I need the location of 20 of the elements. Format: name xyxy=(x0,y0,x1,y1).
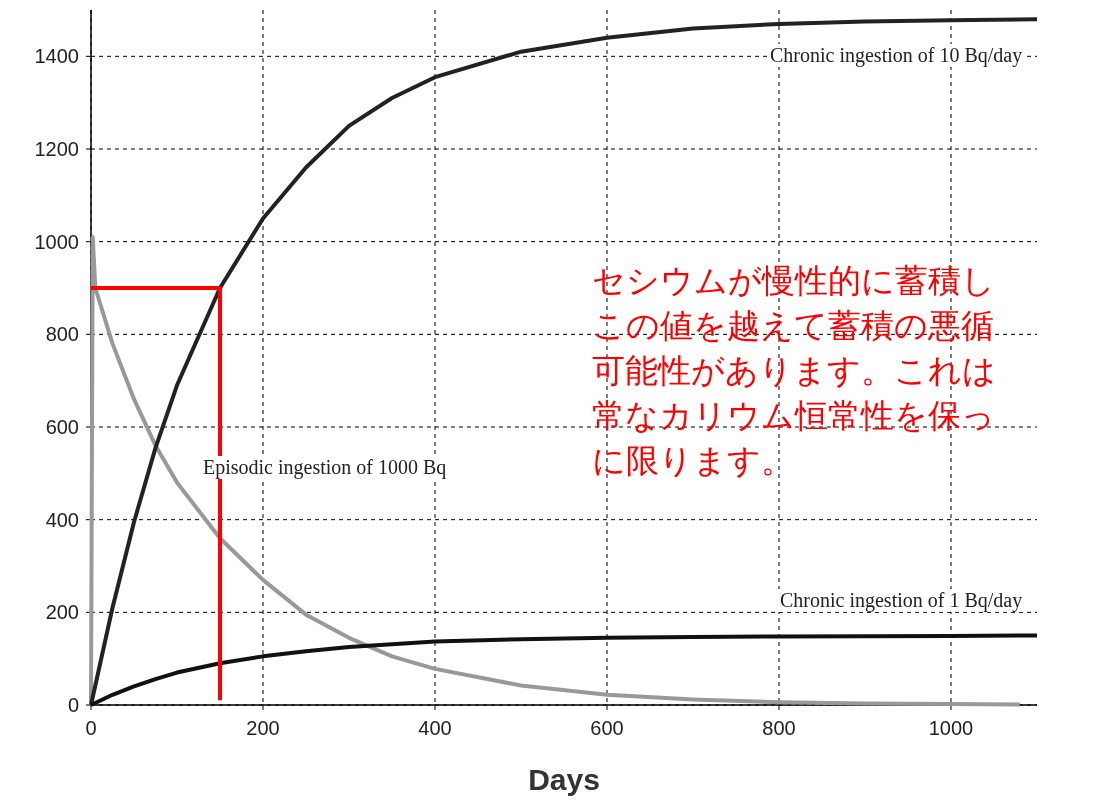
x-tick-label: 800 xyxy=(762,717,796,739)
line-series xyxy=(89,235,1022,707)
y-tick-label: 200 xyxy=(45,601,79,624)
annotation: Chronic ingestion of 10 Bq/day xyxy=(770,44,1023,67)
annotation: Chronic ingestion of 1 Bq/day xyxy=(780,589,1023,612)
x-axis-title: Days xyxy=(528,763,600,796)
x-tick-label: 400 xyxy=(418,717,452,739)
y-tick-label: 800 xyxy=(45,323,79,346)
y-tick-label: 1400 xyxy=(34,45,79,68)
annotation: セシウムが慢性的に蓄積しこの値を越えて蓄積の悪循可能性があります。これは常なカリウム恒常性を保っに限ります。 xyxy=(592,262,996,479)
x-tick-label: 600 xyxy=(590,717,624,739)
y-tick-label: 400 xyxy=(45,508,79,531)
y-tick-label: 1000 xyxy=(34,230,79,253)
x-tick-label: 200 xyxy=(246,717,280,739)
y-tick-label: 1200 xyxy=(34,138,79,160)
y-tick-label: 600 xyxy=(45,416,79,438)
annotation: Episodic ingestion of 1000 Bq xyxy=(203,456,447,479)
y-tick-label: 0 xyxy=(67,694,79,716)
x-tick-label: 0 xyxy=(85,717,97,739)
x-tick-label: 1000 xyxy=(928,717,974,739)
